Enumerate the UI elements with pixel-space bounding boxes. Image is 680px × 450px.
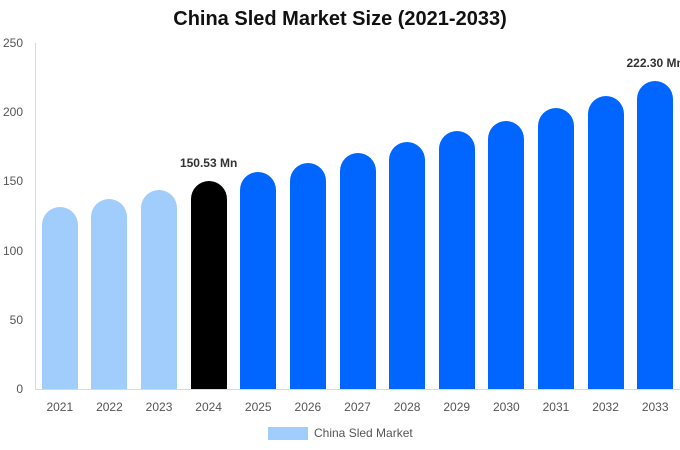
bar-2032[interactable] [587, 95, 624, 389]
y-tick-label: 150 [2, 174, 23, 189]
bar-2029[interactable] [438, 130, 475, 389]
chart-title: China Sled Market Size (2021-2033) [173, 8, 507, 30]
legend-label: China Sled Market [314, 426, 413, 440]
x-tick-label: 2024 [195, 400, 222, 414]
x-tick-label: 2026 [294, 400, 322, 414]
x-tick-label: 2021 [46, 400, 74, 414]
bar-2022[interactable] [91, 199, 128, 389]
y-tick-label: 100 [2, 243, 23, 258]
y-tick-label: 50 [9, 312, 23, 327]
x-tick-label: 2027 [344, 400, 371, 414]
bar-2028[interactable] [389, 141, 426, 389]
bar-2027[interactable] [339, 153, 376, 389]
x-tick-label: 2025 [244, 400, 272, 414]
x-tick-label: 2022 [96, 400, 123, 414]
bar-2021[interactable] [41, 207, 78, 389]
bar-2023[interactable] [141, 189, 178, 389]
data-label-2033: 222.30 Mn [626, 56, 680, 71]
y-axis-line [35, 43, 36, 389]
x-axis-line [35, 389, 680, 390]
x-tick-label: 2030 [492, 400, 520, 414]
bar-2030[interactable] [488, 120, 525, 389]
bar-2031[interactable] [537, 108, 574, 389]
y-tick-label: 0 [16, 382, 23, 396]
plot-area [35, 43, 680, 389]
bar-2025[interactable] [240, 171, 277, 389]
x-tick-label: 2023 [145, 400, 173, 414]
y-tick-label: 200 [2, 105, 23, 120]
bar-2024[interactable] [190, 180, 227, 389]
x-tick-label: 2028 [393, 400, 421, 414]
bar-2033[interactable] [637, 81, 674, 389]
x-tick-label: 2033 [641, 400, 669, 414]
x-tick-label: 2031 [542, 400, 570, 414]
legend-swatch [268, 426, 308, 440]
legend[interactable]: China Sled Market [268, 426, 413, 440]
x-tick-label: 2029 [443, 400, 471, 414]
data-label-2024: 150.53 Mn [179, 155, 238, 170]
bar-2026[interactable] [289, 163, 326, 389]
x-tick-label: 2032 [592, 400, 619, 414]
y-tick-label: 250 [2, 36, 23, 50]
